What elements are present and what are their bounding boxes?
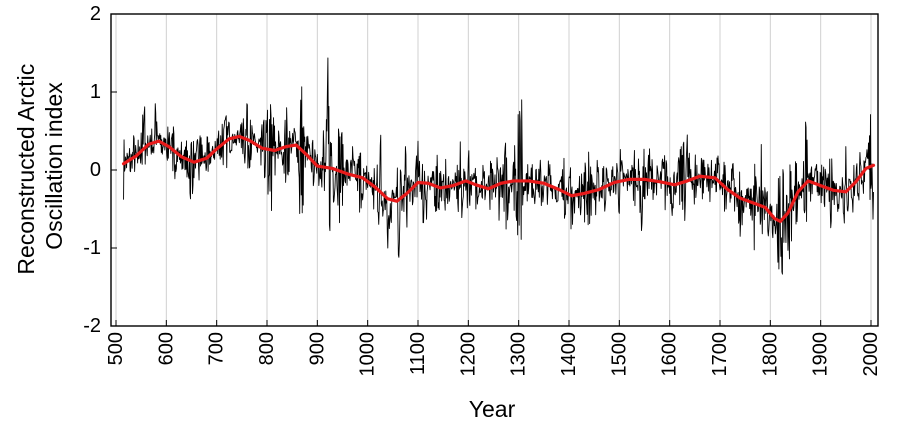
- y-tick-label--1: -1: [83, 237, 101, 259]
- x-tick-label-1400: 1400: [558, 332, 580, 377]
- y-tick-label--2: -2: [83, 315, 101, 337]
- x-tick-label-1300: 1300: [508, 332, 530, 377]
- series-smoothed-line: [121, 134, 876, 224]
- y-axis-title-line-2: Oscillation index: [41, 82, 67, 250]
- y-tick-label-1: 1: [90, 81, 101, 103]
- x-tick-label-1600: 1600: [659, 332, 681, 377]
- x-tick-label-1000: 1000: [357, 332, 379, 377]
- plot-frame: [110, 13, 879, 327]
- y-axis-title: Reconstructed Arctic Oscillation index: [13, 57, 67, 274]
- y-tick-label-0: 0: [90, 159, 101, 181]
- x-tick-label-1900: 1900: [810, 332, 832, 377]
- x-tick-label-1700: 1700: [709, 332, 731, 377]
- x-tick-label-1100: 1100: [407, 332, 429, 375]
- y-axis-title-line-1: Reconstructed Arctic: [13, 64, 39, 275]
- x-axis-title: Year: [469, 396, 516, 422]
- y-axis-ticks: 2 1 0 -1 -2: [83, 3, 117, 337]
- x-tick-label-500: 500: [105, 332, 127, 365]
- series-layer: [121, 57, 876, 275]
- x-tick-label-1500: 1500: [608, 332, 630, 377]
- x-axis-ticks: 500 600 700 800 900 1000 1100 1200 1300 1400 1500 1…: [105, 320, 882, 377]
- x-tick-label-900: 900: [306, 332, 328, 365]
- x-tick-label-800: 800: [256, 332, 278, 365]
- x-tick-label-1800: 1800: [759, 332, 781, 377]
- x-tick-label-1200: 1200: [457, 332, 479, 377]
- x-tick-label-2000: 2000: [860, 332, 882, 377]
- x-tick-label-700: 700: [206, 332, 228, 365]
- series-annual-line: [123, 57, 874, 275]
- y-tick-label-2: 2: [90, 3, 101, 25]
- vertical-gridlines: [115, 14, 872, 326]
- x-tick-label-600: 600: [155, 332, 177, 365]
